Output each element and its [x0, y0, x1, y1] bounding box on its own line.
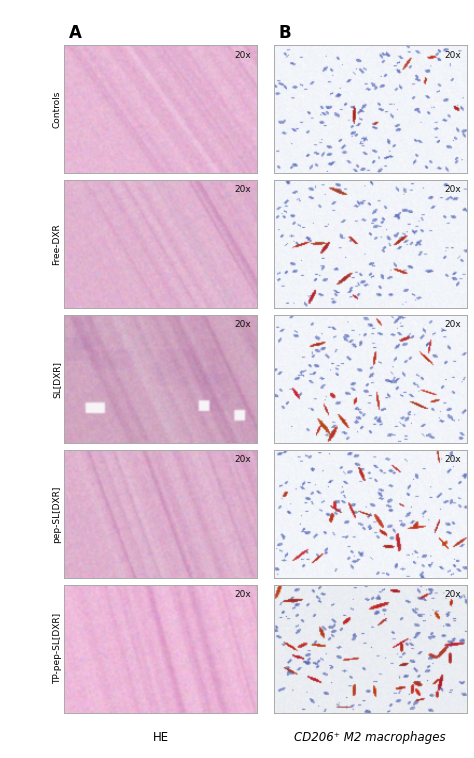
Text: TP-pep-SL[DXR]: TP-pep-SL[DXR] — [53, 613, 62, 684]
Text: pep-SL[DXR]: pep-SL[DXR] — [53, 485, 62, 543]
Text: B: B — [279, 24, 291, 42]
Text: Free-DXR: Free-DXR — [53, 223, 62, 265]
Text: 20x: 20x — [444, 590, 461, 600]
Text: 20x: 20x — [444, 51, 461, 60]
Text: 20x: 20x — [444, 186, 461, 195]
Text: HE: HE — [153, 731, 169, 744]
Text: 20x: 20x — [444, 321, 461, 330]
Text: 20x: 20x — [235, 51, 251, 60]
Text: 20x: 20x — [235, 321, 251, 330]
Text: 20x: 20x — [235, 590, 251, 600]
Text: Controls: Controls — [53, 90, 62, 128]
Text: SL[DXR]: SL[DXR] — [53, 361, 62, 397]
Text: CD206⁺ M2 macrophages: CD206⁺ M2 macrophages — [294, 731, 446, 744]
Text: A: A — [69, 24, 82, 42]
Text: 20x: 20x — [444, 456, 461, 465]
Text: 20x: 20x — [235, 186, 251, 195]
Text: 20x: 20x — [235, 456, 251, 465]
